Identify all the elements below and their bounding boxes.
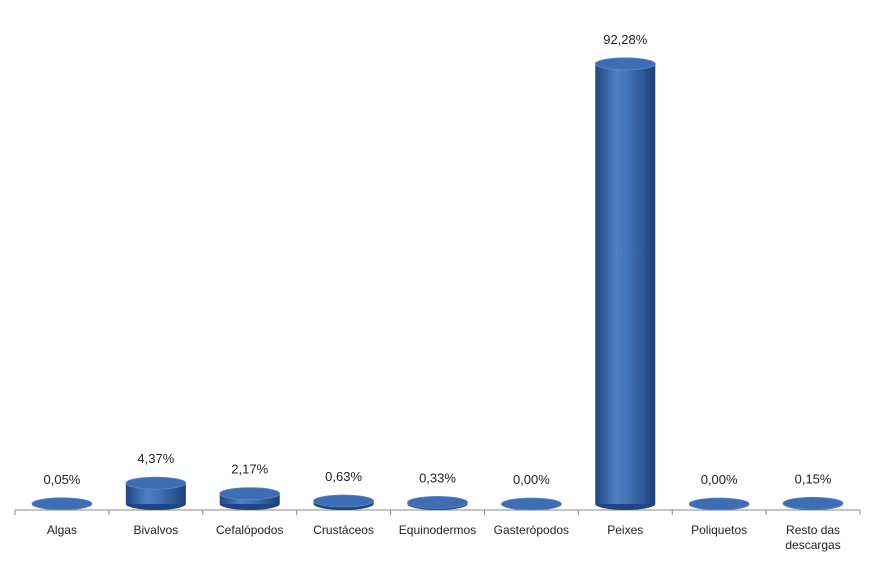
bar-body	[595, 63, 656, 504]
bar-top	[500, 497, 562, 511]
value-label: 0,00%	[513, 472, 550, 487]
x-tick-label: Poliquetos	[691, 523, 748, 537]
x-tick-label: Bivalvos	[133, 523, 179, 537]
value-label: 0,00%	[701, 472, 738, 487]
x-tick-label: Equinodermos	[398, 523, 477, 537]
bar-top	[125, 476, 187, 490]
value-label: 0,15%	[795, 471, 832, 486]
bar-top	[313, 494, 375, 508]
bar	[31, 497, 93, 511]
bar-top	[407, 496, 468, 509]
bar-top	[782, 496, 844, 510]
bar	[782, 496, 844, 510]
value-label: 2,17%	[231, 462, 268, 477]
bar	[500, 497, 562, 511]
value-label: 92,28%	[603, 32, 648, 47]
x-tick-label: Resto das descargas	[785, 523, 841, 552]
x-tick-label: Peixes	[607, 523, 644, 537]
bar-top	[31, 497, 93, 511]
bar	[313, 494, 375, 510]
bar	[407, 496, 468, 510]
x-tick-label: Algas	[46, 523, 77, 537]
value-label: 4,37%	[137, 451, 174, 466]
x-tick-label: Gasterópodos	[493, 523, 570, 537]
value-label: 0,33%	[419, 470, 456, 485]
x-tick-label: Cefalópodos	[216, 523, 284, 537]
bar	[688, 497, 750, 511]
bar-top	[594, 57, 656, 71]
bar-top	[219, 487, 281, 501]
bar	[594, 57, 656, 510]
bar	[219, 487, 281, 510]
value-label: 0,05%	[44, 472, 81, 487]
bar	[125, 476, 187, 510]
bar-top	[688, 497, 750, 511]
value-label: 0,63%	[325, 469, 362, 484]
x-tick-label: Crustáceos	[313, 523, 374, 537]
